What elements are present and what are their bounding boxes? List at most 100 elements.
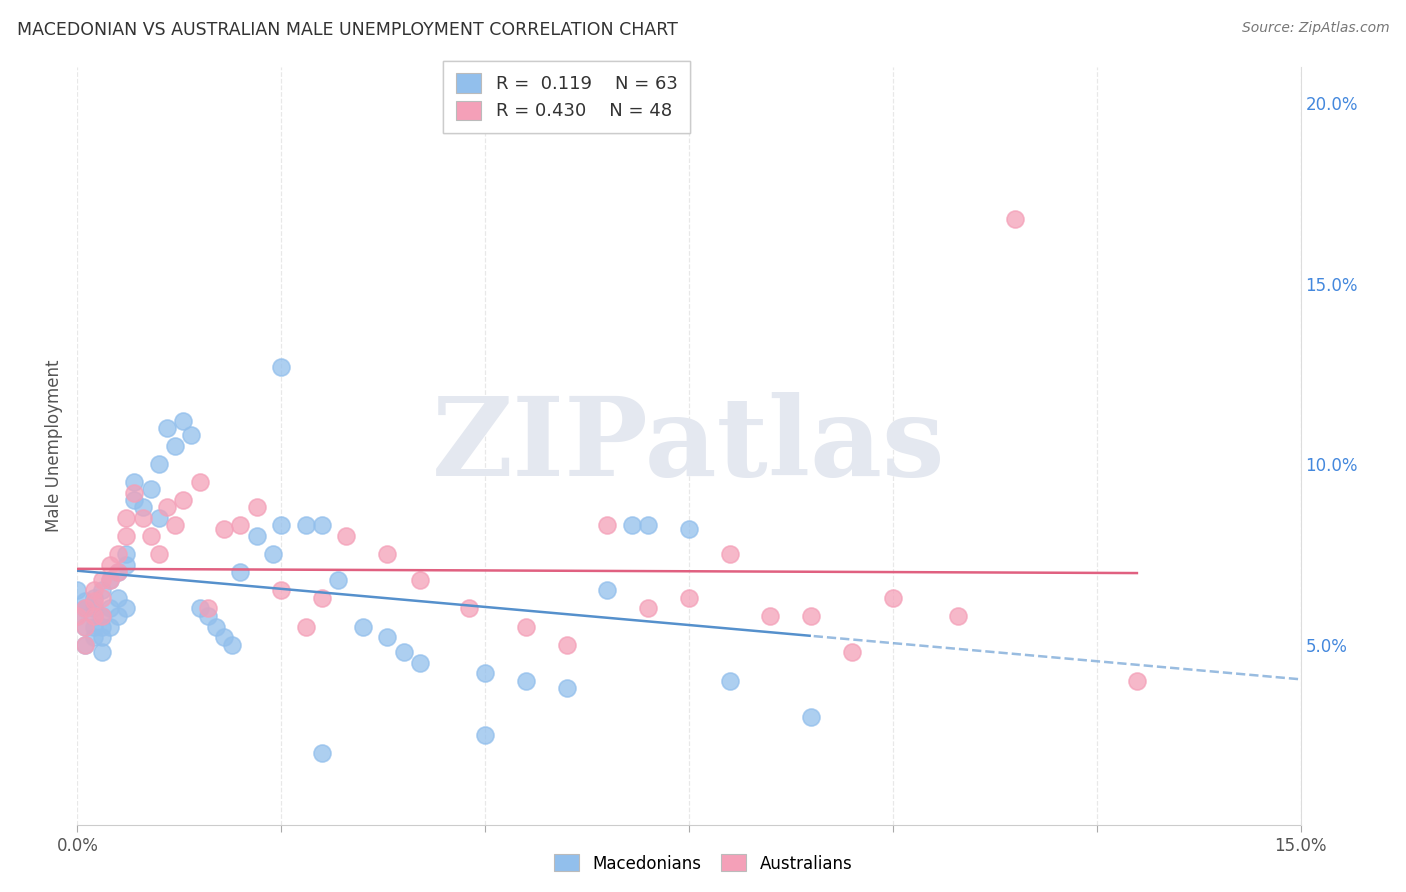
Point [1004, 211, 1026, 226]
Point [375, 631, 398, 645]
Point [75, 594, 97, 608]
Point [98, 558, 121, 573]
Point [165, 518, 187, 533]
Point [107, 547, 129, 561]
Legend: R =  0.119    N = 63, R = 0.430    N = 48: R = 0.119 N = 63, R = 0.430 N = 48 [443, 61, 690, 133]
Legend: Macedonians, Australians: Macedonians, Australians [547, 847, 859, 880]
Point [205, 619, 228, 633]
Point [83, 631, 105, 645]
Point [172, 493, 194, 508]
Point [759, 608, 782, 623]
Point [409, 573, 432, 587]
Point [246, 529, 269, 543]
Point [172, 414, 194, 428]
Point [156, 500, 179, 515]
Point [83, 619, 105, 633]
Point [800, 710, 823, 724]
Point [98, 573, 121, 587]
Point [107, 591, 129, 605]
Point [107, 566, 129, 580]
Point [294, 518, 316, 533]
Point [75, 601, 97, 615]
Point [90, 573, 112, 587]
Point [335, 529, 357, 543]
Point [946, 608, 969, 623]
Point [229, 566, 252, 580]
Point [270, 518, 292, 533]
Point [139, 529, 162, 543]
Point [139, 483, 162, 497]
Point [115, 601, 138, 615]
Point [294, 619, 316, 633]
Point [83, 608, 105, 623]
Point [718, 547, 741, 561]
Point [148, 457, 170, 471]
Point [620, 518, 643, 533]
Point [212, 631, 235, 645]
Point [124, 475, 146, 489]
Point [188, 601, 211, 615]
Point [474, 728, 496, 742]
Point [1126, 673, 1149, 688]
Point [90, 583, 112, 598]
Point [678, 591, 700, 605]
Point [83, 601, 105, 615]
Point [457, 601, 479, 615]
Point [409, 656, 432, 670]
Point [596, 583, 619, 598]
Point [800, 608, 823, 623]
Point [678, 522, 700, 536]
Point [311, 591, 333, 605]
Point [107, 566, 129, 580]
Point [212, 522, 235, 536]
Y-axis label: Male Unemployment: Male Unemployment [45, 359, 63, 533]
Point [311, 518, 333, 533]
Point [75, 638, 97, 652]
Point [165, 439, 187, 453]
Point [637, 518, 659, 533]
Point [83, 591, 105, 605]
Point [555, 638, 578, 652]
Point [270, 359, 292, 374]
Point [596, 518, 619, 533]
Point [83, 583, 105, 598]
Point [131, 511, 153, 525]
Point [115, 547, 138, 561]
Point [246, 500, 269, 515]
Point [75, 638, 97, 652]
Point [98, 573, 121, 587]
Point [180, 428, 202, 442]
Point [75, 619, 97, 633]
Point [83, 608, 105, 623]
Point [75, 601, 97, 615]
Point [90, 608, 112, 623]
Point [124, 486, 146, 500]
Point [115, 529, 138, 543]
Point [515, 619, 537, 633]
Text: Source: ZipAtlas.com: Source: ZipAtlas.com [1241, 21, 1389, 35]
Point [392, 645, 415, 659]
Point [124, 493, 146, 508]
Point [637, 601, 659, 615]
Point [66, 608, 89, 623]
Point [841, 645, 863, 659]
Point [328, 573, 350, 587]
Text: MACEDONIAN VS AUSTRALIAN MALE UNEMPLOYMENT CORRELATION CHART: MACEDONIAN VS AUSTRALIAN MALE UNEMPLOYME… [17, 21, 678, 38]
Point [75, 619, 97, 633]
Point [66, 583, 89, 598]
Point [474, 666, 496, 681]
Point [718, 673, 741, 688]
Point [115, 558, 138, 573]
Point [66, 608, 89, 623]
Point [555, 681, 578, 695]
Point [98, 619, 121, 633]
Point [148, 511, 170, 525]
Point [131, 500, 153, 515]
Point [515, 673, 537, 688]
Point [352, 619, 374, 633]
Point [262, 547, 284, 561]
Point [229, 518, 252, 533]
Point [197, 608, 219, 623]
Point [90, 631, 112, 645]
Point [107, 608, 129, 623]
